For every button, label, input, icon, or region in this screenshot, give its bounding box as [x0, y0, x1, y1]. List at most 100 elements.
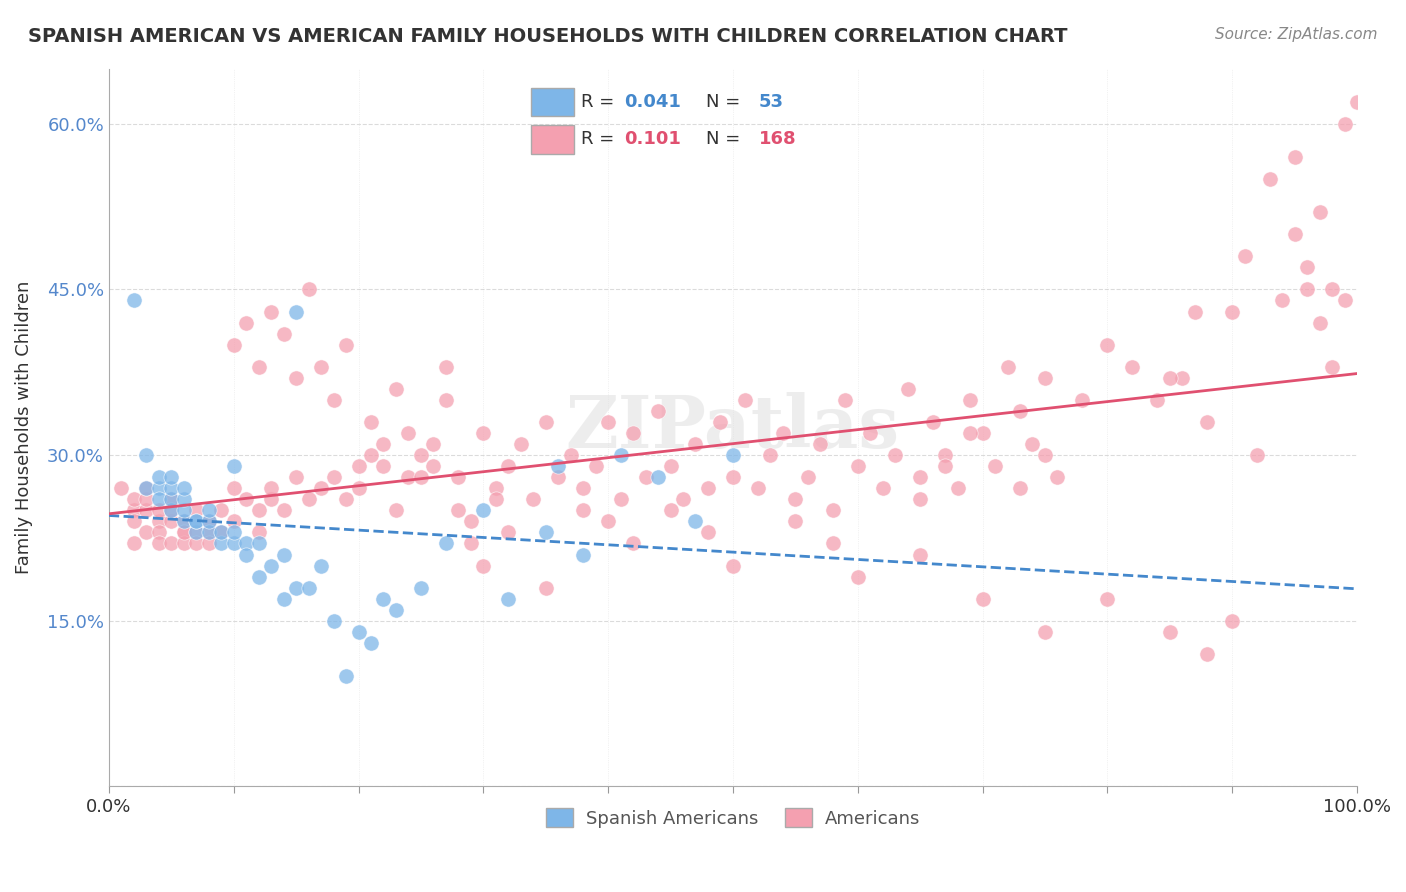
- Point: [697, 481, 720, 495]
- Point: [934, 448, 956, 462]
- Point: [585, 459, 607, 474]
- Point: [572, 481, 595, 495]
- Point: [498, 591, 520, 606]
- Point: [273, 503, 295, 517]
- Point: [785, 515, 807, 529]
- Point: [197, 525, 219, 540]
- Point: [1197, 415, 1219, 429]
- Point: [173, 481, 195, 495]
- Point: [747, 481, 769, 495]
- Point: [222, 481, 245, 495]
- Point: [148, 492, 170, 507]
- Point: [260, 481, 283, 495]
- Point: [186, 515, 208, 529]
- Point: [447, 503, 470, 517]
- Y-axis label: Family Households with Children: Family Households with Children: [15, 281, 32, 574]
- Point: [173, 525, 195, 540]
- Point: [1184, 304, 1206, 318]
- Point: [1284, 150, 1306, 164]
- Point: [1097, 591, 1119, 606]
- Point: [148, 503, 170, 517]
- Point: [1071, 392, 1094, 407]
- Point: [721, 558, 744, 573]
- Point: [1159, 371, 1181, 385]
- Point: [209, 536, 232, 550]
- Point: [297, 581, 319, 595]
- Point: [572, 503, 595, 517]
- Point: [385, 603, 408, 617]
- Point: [222, 337, 245, 351]
- Point: [1309, 316, 1331, 330]
- Point: [322, 614, 344, 628]
- Point: [821, 536, 844, 550]
- Point: [997, 359, 1019, 374]
- Text: SPANISH AMERICAN VS AMERICAN FAMILY HOUSEHOLDS WITH CHILDREN CORRELATION CHART: SPANISH AMERICAN VS AMERICAN FAMILY HOUS…: [28, 27, 1067, 45]
- Point: [1284, 227, 1306, 242]
- Point: [422, 437, 444, 451]
- Point: [260, 492, 283, 507]
- Point: [972, 425, 994, 440]
- Point: [135, 448, 157, 462]
- Point: [373, 591, 395, 606]
- Point: [647, 404, 669, 418]
- Point: [547, 459, 569, 474]
- Point: [135, 492, 157, 507]
- Point: [422, 459, 444, 474]
- Text: ZIPatlas: ZIPatlas: [565, 392, 900, 463]
- Point: [396, 425, 419, 440]
- Point: [285, 581, 308, 595]
- Point: [322, 470, 344, 484]
- Point: [160, 515, 183, 529]
- Point: [160, 492, 183, 507]
- Point: [135, 503, 157, 517]
- Point: [122, 503, 145, 517]
- Point: [921, 415, 943, 429]
- Point: [209, 525, 232, 540]
- Point: [908, 492, 931, 507]
- Point: [160, 503, 183, 517]
- Point: [173, 525, 195, 540]
- Point: [934, 459, 956, 474]
- Point: [1320, 359, 1343, 374]
- Point: [534, 581, 557, 595]
- Point: [222, 459, 245, 474]
- Point: [1309, 205, 1331, 219]
- Point: [534, 415, 557, 429]
- Point: [122, 536, 145, 550]
- Point: [373, 437, 395, 451]
- Point: [634, 470, 657, 484]
- Point: [621, 536, 644, 550]
- Point: [1008, 404, 1031, 418]
- Point: [235, 492, 257, 507]
- Point: [273, 326, 295, 341]
- Point: [197, 525, 219, 540]
- Point: [309, 359, 332, 374]
- Point: [659, 503, 682, 517]
- Point: [260, 558, 283, 573]
- Point: [247, 359, 270, 374]
- Point: [1220, 304, 1243, 318]
- Point: [322, 392, 344, 407]
- Point: [759, 448, 782, 462]
- Point: [1296, 282, 1319, 296]
- Point: [373, 459, 395, 474]
- Point: [209, 525, 232, 540]
- Point: [385, 503, 408, 517]
- Point: [1159, 624, 1181, 639]
- Point: [697, 525, 720, 540]
- Point: [135, 481, 157, 495]
- Point: [360, 448, 382, 462]
- Point: [247, 503, 270, 517]
- Point: [148, 481, 170, 495]
- Point: [309, 558, 332, 573]
- Point: [347, 624, 370, 639]
- Point: [472, 503, 495, 517]
- Point: [160, 492, 183, 507]
- Point: [396, 470, 419, 484]
- Point: [1033, 624, 1056, 639]
- Point: [834, 392, 856, 407]
- Point: [485, 481, 508, 495]
- Point: [1346, 95, 1368, 109]
- Point: [360, 415, 382, 429]
- Point: [235, 548, 257, 562]
